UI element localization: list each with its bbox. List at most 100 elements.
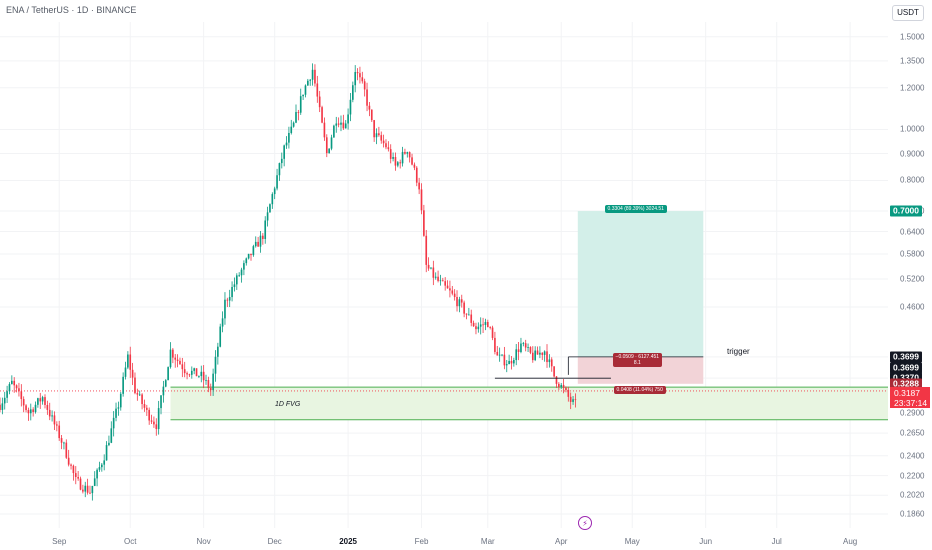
candle <box>167 366 169 381</box>
price-axis-label: 0.3288 <box>890 378 922 390</box>
candle-body <box>553 366 555 377</box>
y-tick-label: 0.6400 <box>900 227 925 236</box>
candle-body <box>484 321 487 325</box>
candle-body <box>15 385 18 389</box>
y-tick-label: 0.2650 <box>900 428 925 438</box>
candle <box>380 131 383 144</box>
candle <box>356 68 359 81</box>
candle <box>399 159 402 169</box>
candle-body <box>389 149 392 159</box>
candle-body <box>3 397 6 404</box>
candle-body <box>423 210 425 236</box>
candle-body <box>136 393 139 395</box>
candle <box>375 128 378 145</box>
candle-body <box>342 122 345 129</box>
price-axis-label: 0.3699 <box>890 351 922 363</box>
candle-body <box>524 343 527 348</box>
candle-body <box>451 290 454 294</box>
candle <box>491 325 494 341</box>
candle <box>543 350 546 362</box>
candle <box>550 357 553 372</box>
candle <box>34 401 37 414</box>
candle-body <box>112 417 115 429</box>
candle <box>186 371 188 380</box>
candle-body <box>271 194 274 205</box>
candle <box>29 403 32 421</box>
candle-body <box>304 85 307 95</box>
candle <box>368 102 371 117</box>
candle-body <box>186 373 188 375</box>
candle-body <box>0 404 1 410</box>
last-price-label: 0.3187 23:37:14 <box>890 387 930 408</box>
candle-body <box>290 126 293 133</box>
candle <box>134 372 136 395</box>
candle-body <box>318 96 321 108</box>
candle-body <box>449 288 451 291</box>
candle <box>174 354 177 368</box>
candle <box>193 367 196 375</box>
candle-body <box>359 73 361 78</box>
candle <box>302 94 304 100</box>
candle-body <box>29 409 32 414</box>
candle <box>496 345 499 356</box>
candle <box>262 233 264 245</box>
candle-body <box>150 420 153 422</box>
candle-body <box>228 297 231 301</box>
candle-body <box>224 299 226 319</box>
candle <box>84 481 87 498</box>
candle-body <box>486 321 489 328</box>
candle-body <box>534 350 536 361</box>
candle-body <box>77 477 79 479</box>
candle-body <box>309 79 312 81</box>
candlestick-series <box>0 63 577 501</box>
candle <box>463 300 465 318</box>
candle <box>382 134 385 148</box>
candle-body <box>543 351 546 355</box>
candle-body <box>562 384 565 388</box>
currency-unit-button[interactable]: USDT <box>892 5 924 21</box>
candle <box>63 441 65 450</box>
flash-icon[interactable]: ⚡ <box>578 516 592 530</box>
candle-body <box>536 350 539 355</box>
candle-body <box>337 123 340 125</box>
candle-body <box>472 322 475 327</box>
candle <box>212 368 214 396</box>
candle-body <box>508 360 510 365</box>
candle <box>25 404 27 413</box>
candle-body <box>84 485 87 492</box>
candle-body <box>415 167 418 183</box>
entry-label: 0.0408 (11.04%) 750 <box>613 385 666 394</box>
candle-body <box>370 109 373 121</box>
candle <box>115 402 117 422</box>
candle-body <box>503 354 506 366</box>
candle-body <box>72 465 75 474</box>
candle <box>100 462 103 472</box>
candle-body <box>34 404 37 413</box>
candle-body <box>361 77 364 82</box>
candle <box>430 267 432 270</box>
candle <box>89 485 91 495</box>
candle-body <box>529 347 532 353</box>
candle <box>190 366 193 379</box>
candle-body <box>207 379 210 389</box>
x-tick-label: 2025 <box>339 537 357 546</box>
candle-body <box>231 286 233 298</box>
candle <box>363 78 366 97</box>
candle <box>370 109 373 122</box>
candle-body <box>382 140 385 144</box>
candle-body <box>214 356 217 374</box>
candle <box>259 231 262 253</box>
candle-body <box>434 276 437 278</box>
candle-body <box>465 313 468 315</box>
candle <box>205 374 207 385</box>
candle <box>413 162 416 171</box>
candle <box>411 153 413 166</box>
candle <box>453 289 456 301</box>
candle <box>20 384 23 407</box>
candle <box>8 382 11 395</box>
candle <box>342 114 345 131</box>
candle <box>510 356 513 370</box>
candle-body <box>316 83 319 97</box>
candle-body <box>195 368 198 377</box>
